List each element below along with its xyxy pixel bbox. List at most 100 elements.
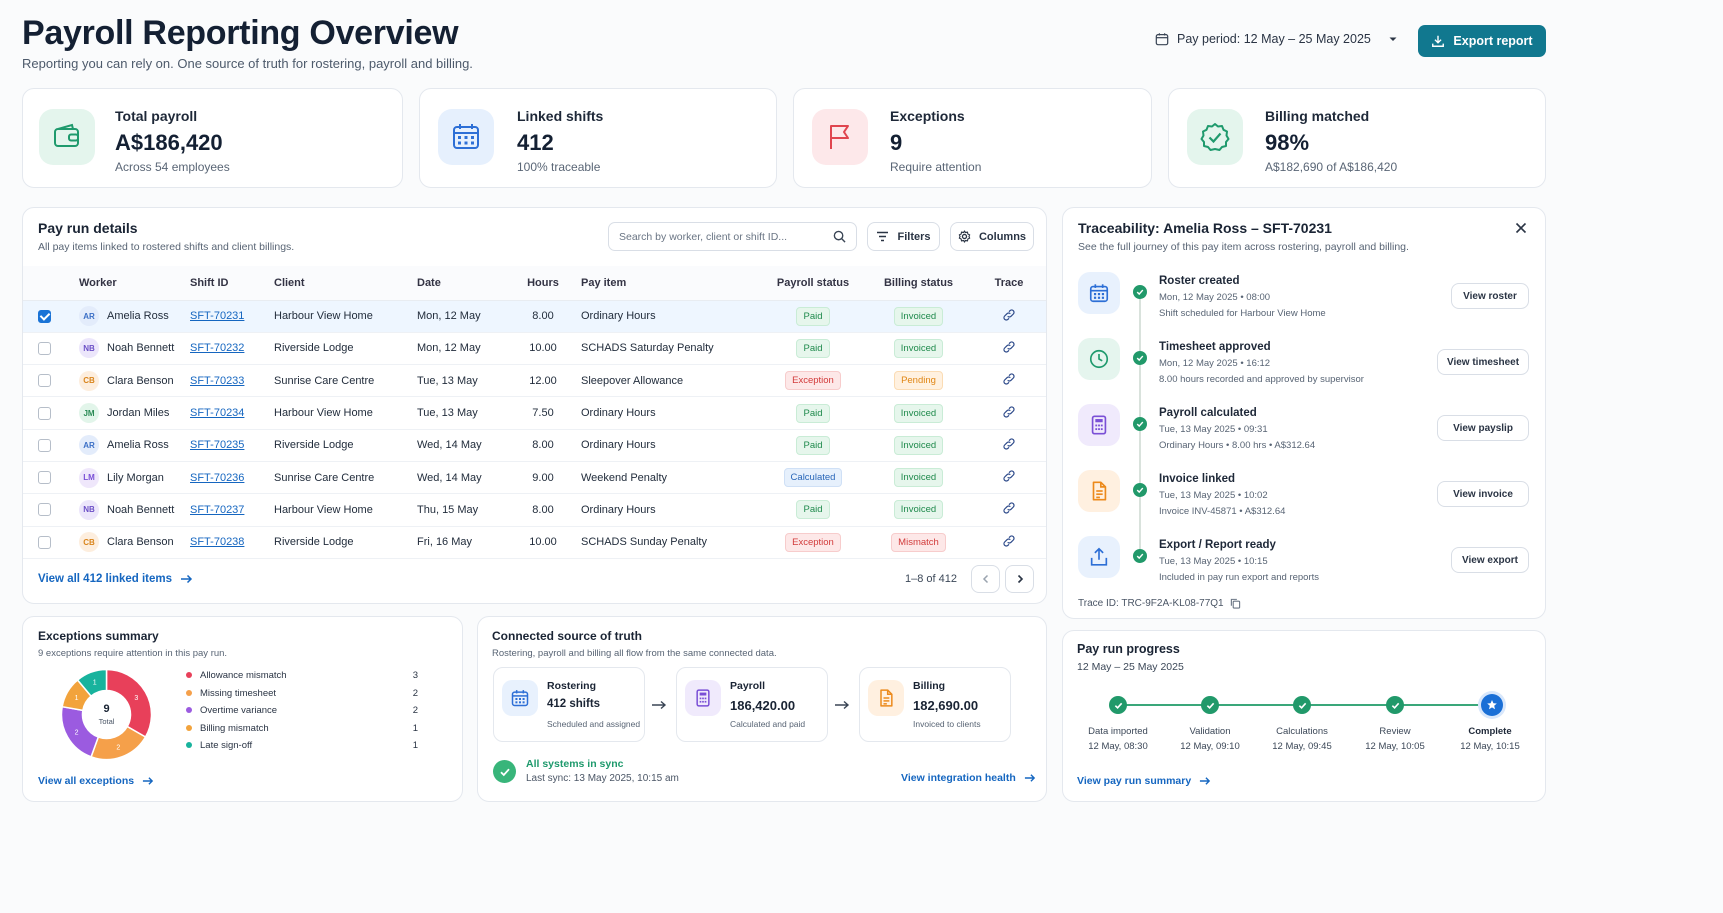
billing-status-badge: Invoiced [893,338,944,358]
check-circle-icon [1133,549,1147,563]
hours-cell: 8.00 [505,493,581,527]
copy-icon[interactable] [1230,598,1241,609]
view-invoice-button[interactable]: View invoice [1437,481,1529,507]
shift-id-link[interactable]: SFT-70235 [190,439,245,452]
date-cell: Mon, 12 May [417,332,505,366]
next-page-button[interactable] [1005,565,1034,593]
date-cell: Tue, 13 May [417,396,505,430]
table-row[interactable]: LM Lily Morgan SFT-70236 Sunrise Care Cen… [23,461,1046,495]
arrow-right-icon [143,777,154,785]
shift-id-link[interactable]: SFT-70236 [190,471,245,484]
row-checkbox[interactable] [37,406,51,420]
pay-period-label: Pay period: 12 May – 25 May 2025 [1177,32,1371,46]
table-row[interactable]: NB Noah Bennett SFT-70232 Riverside Lodge… [23,332,1046,366]
shift-id-link[interactable]: SFT-70238 [190,536,245,549]
view-payslip-button[interactable]: View payslip [1437,415,1529,441]
shift-id-link[interactable]: SFT-70232 [190,342,245,355]
row-checkbox[interactable] [37,503,51,517]
source-box-payroll[interactable]: Payroll 186,420.00 Calculated and paid [676,667,828,742]
col-billing-status[interactable]: Billing status [867,266,970,301]
donut-slice[interactable] [76,668,108,698]
legend-item: Billing mismatch 1 [186,723,418,734]
table-row[interactable]: CB Clara Benson SFT-70233 Sunrise Care Ce… [23,364,1046,398]
link-icon[interactable] [1001,339,1017,358]
flow-arrow-icon [834,697,850,715]
filters-button[interactable]: Filters [867,222,940,251]
trace-id-label: Trace ID: TRC-9F2A-KL08-77Q1 [1078,598,1224,609]
source-box-billing[interactable]: Billing 182,690.00 Invoiced to clients [859,667,1011,742]
progress-step-label: Calculations [1276,726,1328,737]
link-icon[interactable] [1001,468,1017,487]
trace-step-detail: Ordinary Hours • 8.00 hrs • A$312.64 [1159,440,1316,451]
col-date[interactable]: Date [417,266,505,301]
export-report-button[interactable]: Export report [1418,25,1546,57]
close-icon[interactable] [1515,222,1527,234]
pay-period-selector[interactable]: Pay period: 12 May – 25 May 2025 [1155,32,1399,46]
worker-name: Amelia Ross [107,439,169,452]
upload-icon [1078,536,1120,578]
row-checkbox[interactable] [37,374,51,388]
client-cell: Riverside Lodge [274,429,417,462]
columns-button[interactable]: Columns [950,222,1034,251]
link-icon[interactable] [1001,371,1017,390]
link-icon[interactable] [1001,404,1017,423]
kpi-label: Exceptions [890,108,965,124]
trace-step-time: Mon, 12 May 2025 • 08:00 [1159,292,1271,303]
view-pay-run-summary-link[interactable]: View pay run summary [1077,775,1211,787]
view-export-button[interactable]: View export [1451,547,1529,573]
row-checkbox[interactable] [37,438,51,452]
row-checkbox[interactable] [37,535,51,549]
pay-run-table: Worker Shift ID Client Date Hours Pay it… [23,266,1046,559]
link-icon[interactable] [1001,307,1017,326]
row-checkbox[interactable] [37,471,51,485]
shift-id-link[interactable]: SFT-70233 [190,374,245,387]
view-integration-health-link[interactable]: View integration health [901,772,1036,784]
col-worker[interactable]: Worker [65,266,190,301]
col-client[interactable]: Client [274,266,417,301]
row-checkbox[interactable] [37,309,51,323]
table-row[interactable]: AR Amelia Ross SFT-70231 Harbour View Hom… [23,300,1046,333]
view-all-exceptions-link[interactable]: View all exceptions [38,775,154,787]
view-timesheet-button[interactable]: View timesheet [1437,349,1529,375]
shift-id-link[interactable]: SFT-70237 [190,503,245,516]
kpi-label: Total payroll [115,108,198,124]
prev-page-button[interactable] [971,565,1000,593]
progress-step-time: 12 May, 09:45 [1272,741,1332,752]
col-pay-item[interactable]: Pay item [581,266,759,301]
table-row[interactable]: JM Jordan Miles SFT-70234 Harbour View Ho… [23,396,1046,430]
client-cell: Sunrise Care Centre [274,364,417,398]
legend-value: 3 [412,670,418,681]
table-row[interactable]: AR Amelia Ross SFT-70235 Riverside Lodge … [23,429,1046,462]
calculator-icon [685,680,721,716]
pay-item-cell: SCHADS Sunday Penalty [581,526,759,559]
table-row[interactable]: CB Clara Benson SFT-70238 Riverside Lodge… [23,526,1046,559]
check-circle-icon [1386,696,1404,714]
calendar-icon [502,680,538,716]
link-icon[interactable] [1001,533,1017,552]
legend-dot-icon [186,707,192,713]
pay-item-cell: SCHADS Saturday Penalty [581,332,759,366]
shift-id-link[interactable]: SFT-70231 [190,310,245,323]
donut-slice[interactable] [90,725,147,761]
link-icon[interactable] [1001,436,1017,455]
table-row[interactable]: NB Noah Bennett SFT-70237 Harbour View Ho… [23,493,1046,527]
col-hours[interactable]: Hours [505,266,581,301]
view-all-linked-items-link[interactable]: View all 412 linked items [38,573,193,585]
pay-item-cell: Ordinary Hours [581,396,759,430]
trace-step-time: Tue, 13 May 2025 • 10:15 [1159,556,1268,567]
col-shift-id[interactable]: Shift ID [190,266,274,301]
view-roster-button[interactable]: View roster [1451,283,1529,309]
avatar: NB [79,338,99,359]
export-report-label: Export report [1453,34,1533,48]
col-payroll-status[interactable]: Payroll status [759,266,867,301]
billing-status-badge: Invoiced [893,306,944,326]
trace-step-title: Payroll calculated [1159,407,1257,419]
shift-id-link[interactable]: SFT-70234 [190,407,245,420]
kpi-label: Billing matched [1265,108,1370,124]
source-box-rostering[interactable]: Rostering 412 shifts Scheduled and assig… [493,667,645,742]
row-checkbox[interactable] [37,341,51,355]
link-icon[interactable] [1001,500,1017,519]
chevron-down-icon [1389,37,1397,41]
pay-item-cell: Ordinary Hours [581,300,759,333]
search-input[interactable]: Search by worker, client or shift ID... [608,222,857,251]
